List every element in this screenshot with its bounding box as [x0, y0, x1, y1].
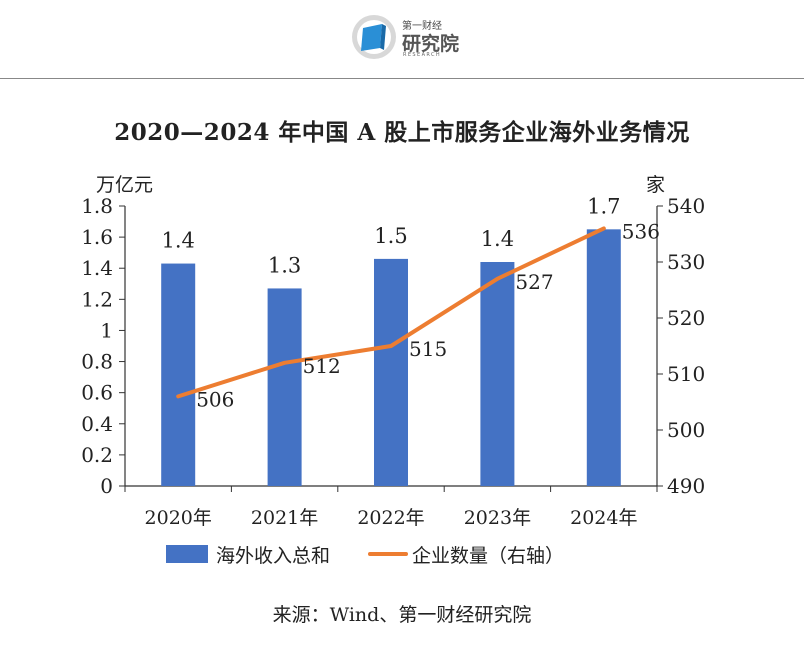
left-axis-unit: 万亿元	[96, 174, 154, 196]
legend-line-swatch	[368, 552, 408, 556]
bar-value-label: 1.4	[161, 229, 194, 253]
bar	[161, 263, 196, 486]
header-divider	[0, 78, 804, 79]
bar	[374, 258, 408, 486]
chart-title: 2020—2024 年中国 A 股上市服务企业海外业务情况	[114, 119, 690, 146]
logo: 第一财经 研究院 RESEARCH	[350, 12, 470, 62]
line-value-label: 527	[515, 270, 553, 294]
bar	[480, 262, 515, 486]
legend-line-label: 企业数量（右轴）	[412, 545, 565, 567]
right-tick-label: 490	[667, 474, 705, 498]
x-tick-label: 2020年	[145, 507, 212, 529]
bar-value-label: 1.3	[268, 253, 301, 277]
right-tick-label: 500	[667, 418, 705, 442]
line-value-label: 515	[409, 337, 447, 361]
right-tick-label: 520	[667, 306, 705, 330]
line-value-label: 536	[622, 219, 660, 243]
logo-brand-en: RESEARCH	[403, 52, 442, 58]
x-tick-label: 2023年	[464, 507, 531, 529]
source-note: 来源：Wind、第一财经研究院	[272, 604, 532, 626]
bar-value-label: 1.5	[374, 224, 407, 248]
left-tick-label: 0.2	[81, 443, 113, 467]
right-axis-unit: 家	[646, 174, 666, 196]
logo-brand-small: 第一财经	[402, 21, 442, 32]
left-tick-label: 1.4	[81, 256, 113, 280]
left-tick-label: 1.6	[81, 225, 113, 249]
logo-brand-big: 研究院	[402, 33, 460, 55]
left-tick-label: 0.6	[81, 381, 113, 405]
bar-value-label: 1.4	[481, 227, 514, 251]
book-logo-icon	[352, 15, 396, 59]
x-tick-label: 2022年	[357, 507, 424, 529]
right-tick-label: 530	[667, 250, 705, 274]
left-tick-label: 0.8	[81, 350, 113, 374]
legend-bar-swatch	[166, 545, 208, 563]
left-tick-label: 0	[100, 474, 113, 498]
right-tick-label: 540	[667, 194, 705, 218]
left-tick-label: 1.8	[81, 194, 113, 218]
legend-bar-label: 海外收入总和	[216, 545, 331, 567]
left-tick-label: 1.2	[81, 287, 113, 311]
bar	[586, 229, 621, 487]
bar-value-label: 1.7	[587, 194, 620, 218]
x-tick-label: 2021年	[251, 507, 318, 529]
line-value-label: 512	[303, 354, 341, 378]
legend: 海外收入总和 企业数量（右轴）	[0, 539, 804, 569]
left-tick-label: 1	[100, 318, 113, 342]
line-value-label: 506	[196, 387, 234, 411]
bar	[267, 288, 302, 486]
left-tick-label: 0.4	[81, 412, 113, 436]
right-tick-label: 510	[667, 362, 705, 386]
x-tick-label: 2024年	[570, 507, 637, 529]
